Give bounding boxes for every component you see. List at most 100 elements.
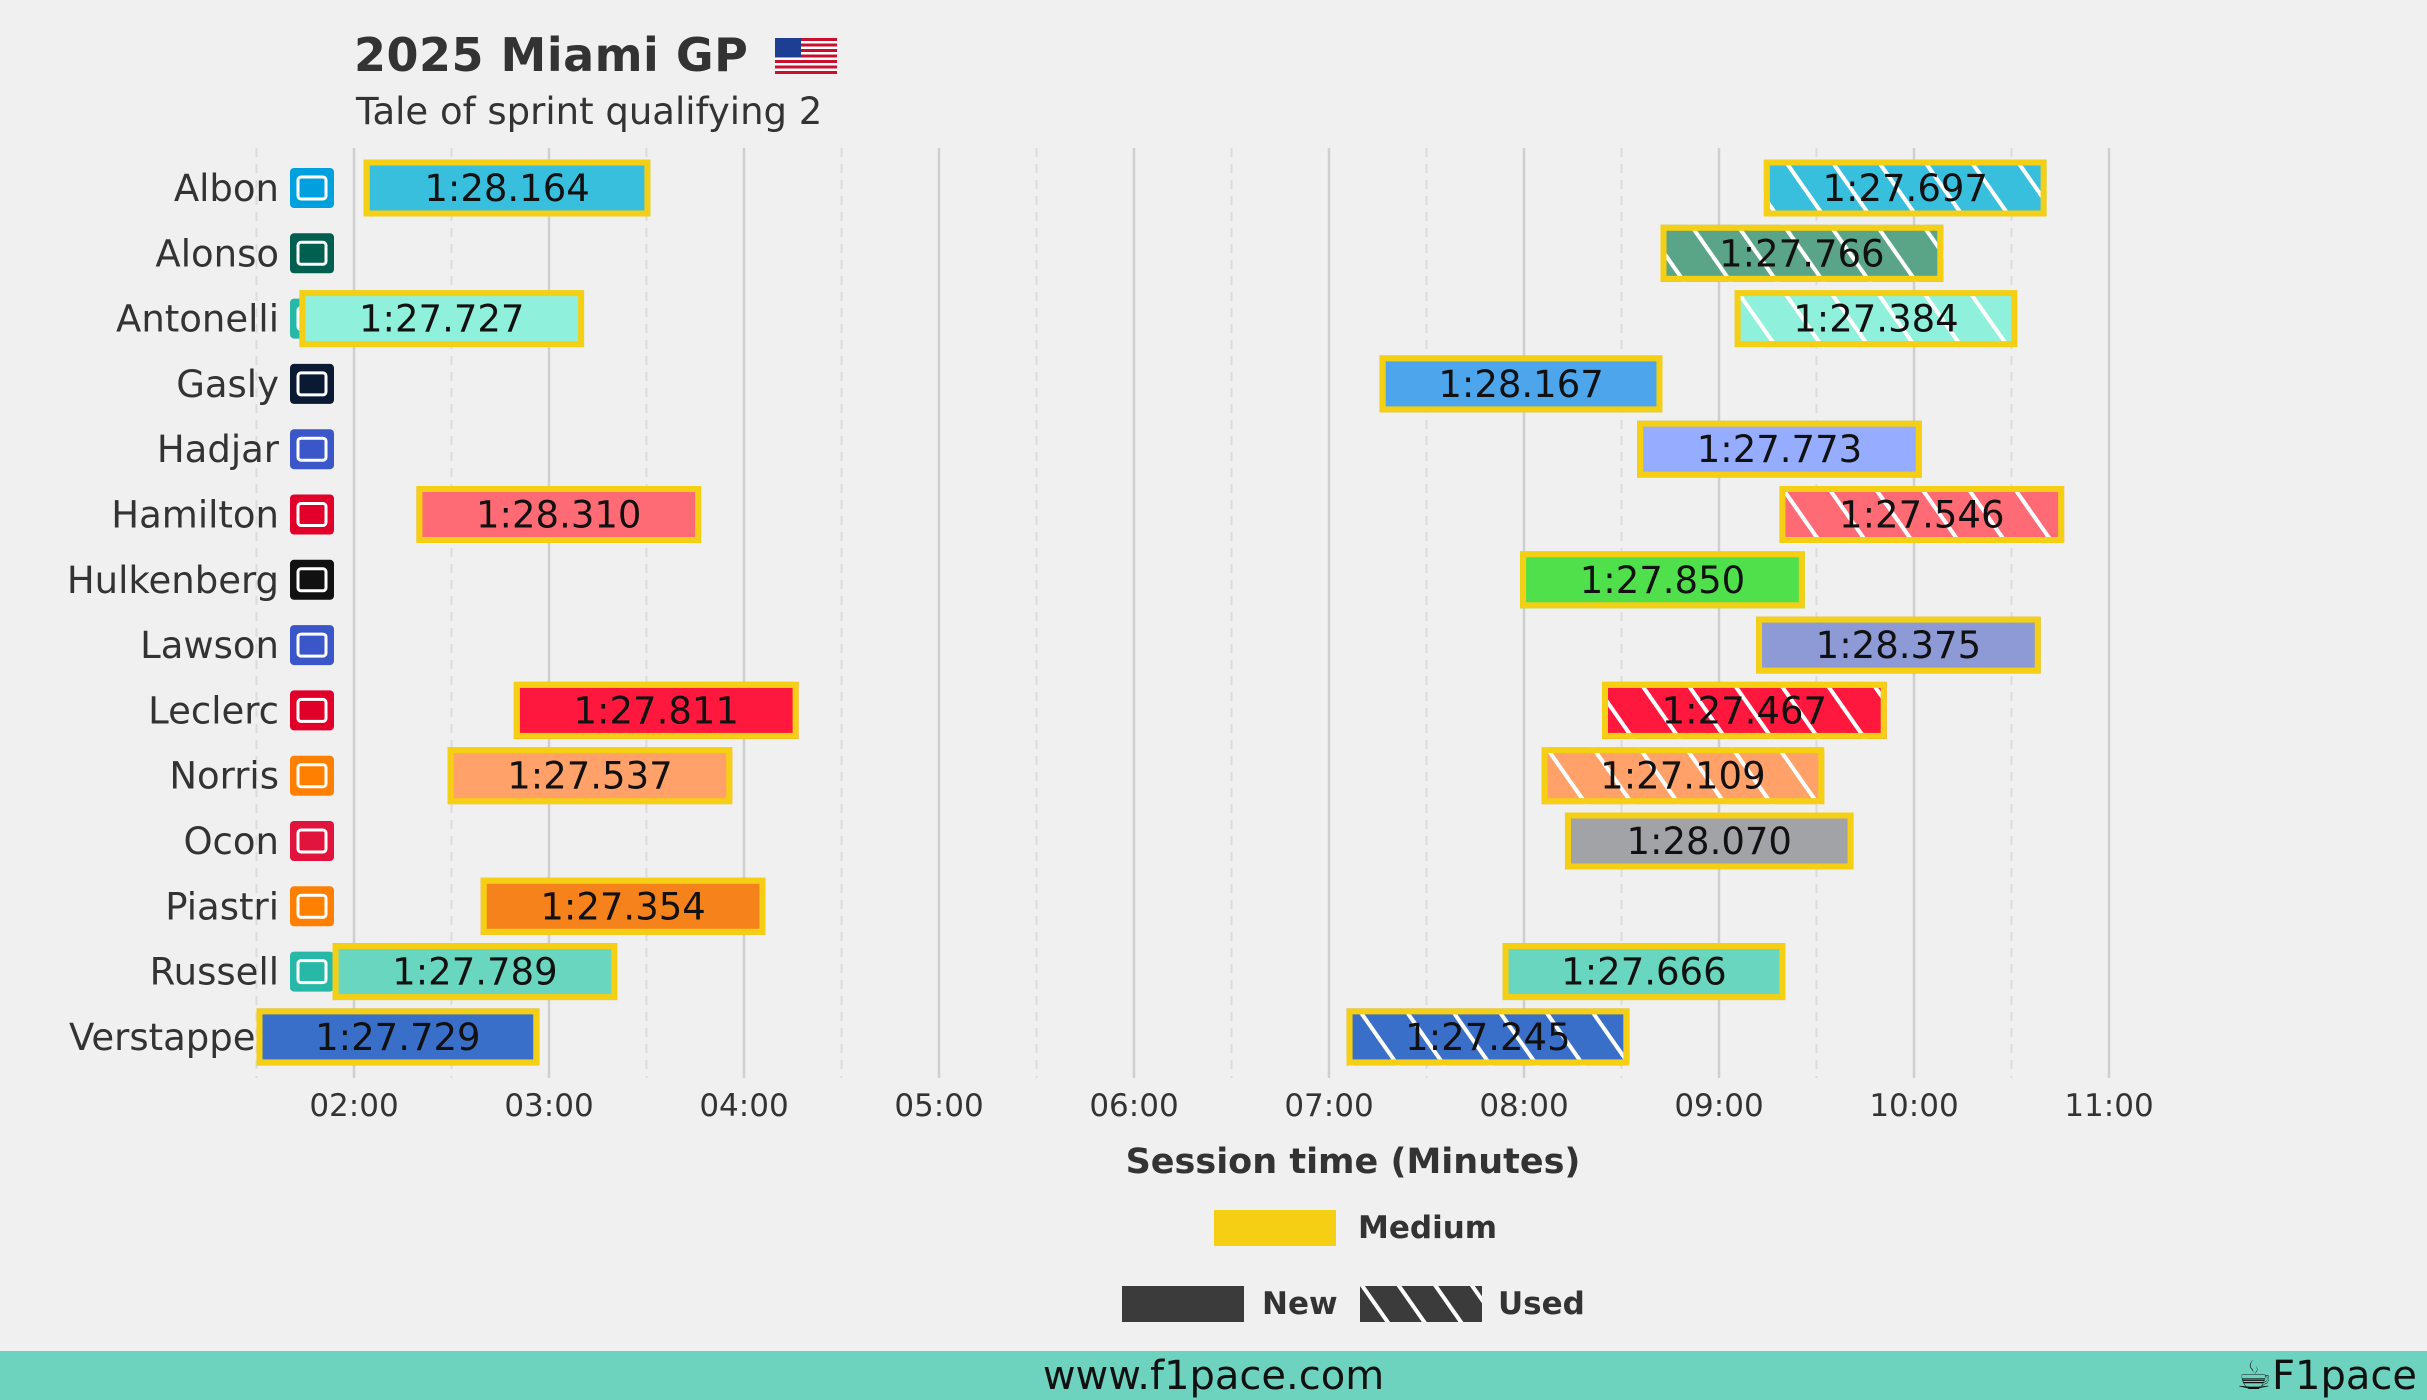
driver-label: Gasly	[176, 363, 279, 406]
lap-time-label: 1:27.245	[1405, 1016, 1570, 1059]
lap-bar-border	[513, 681, 799, 739]
driver-label: Russell	[150, 951, 279, 994]
lap-bar-border	[256, 1008, 540, 1066]
legend-medium-swatch	[1214, 1210, 1336, 1246]
driver-label: Hulkenberg	[67, 559, 279, 602]
lap-bar-border	[299, 290, 585, 348]
team-logo-icon-mark	[296, 436, 328, 462]
lap-bar-border	[1602, 681, 1887, 739]
lap-time-label: 1:27.729	[315, 1016, 480, 1059]
team-logo-icon-mark	[296, 959, 328, 985]
lap-bar	[1564, 812, 1854, 870]
lap-bar-hatch	[1779, 486, 2065, 543]
lap-time-label: 1:27.467	[1662, 689, 1827, 732]
driver-label: Hamilton	[111, 494, 279, 537]
team-logo-icon-mark	[296, 502, 328, 527]
lap-bar-border	[1541, 747, 1825, 805]
legend-new-label: New	[1262, 1286, 1338, 1322]
driver-label: Antonelli	[116, 298, 279, 341]
legend-medium-label: Medium	[1358, 1210, 1498, 1246]
lap-bar-border	[1379, 355, 1663, 413]
driver-label: Lawson	[140, 624, 279, 667]
lap-bar-border	[1763, 159, 2047, 217]
lap-time-label: 1:27.697	[1822, 167, 1987, 210]
x-tick-label: 08:00	[1479, 1088, 1568, 1124]
lap-bar	[416, 486, 702, 543]
lap-time-label: 1:27.766	[1719, 232, 1884, 275]
lap-time-label: 1:27.537	[507, 755, 672, 798]
lap-bar-hatch	[1734, 290, 2018, 348]
footer-brand: ☕F1pace	[2236, 1353, 2417, 1399]
lap-bar	[1379, 355, 1663, 413]
team-logo-icon-mark	[296, 175, 328, 201]
x-tick-label: 04:00	[699, 1088, 788, 1124]
lap-bar	[1502, 943, 1786, 1001]
footer-url[interactable]: www.f1pace.com	[1042, 1353, 1385, 1399]
lap-bar-hatch	[1602, 681, 1887, 739]
lap-bar-border	[1756, 616, 2041, 674]
x-tick-label: 10:00	[1869, 1088, 1958, 1124]
lap-time-label: 1:27.789	[392, 951, 557, 994]
x-tick-label: 09:00	[1674, 1088, 1763, 1124]
x-axis-label: Session time (Minutes)	[1126, 1142, 1581, 1182]
team-logo-icon-mark	[296, 371, 328, 397]
team-logo-icon-mark	[296, 567, 328, 593]
lap-bar-border	[1660, 224, 1944, 282]
lap-bar-hatch	[1763, 159, 2047, 217]
lap-time-label: 1:27.773	[1697, 428, 1862, 471]
lap-time-label: 1:27.811	[574, 689, 739, 732]
lap-bar-border	[1779, 486, 2065, 543]
lap-bar-border	[332, 943, 618, 1001]
lap-bar-border	[1502, 943, 1786, 1001]
team-logo-icon-mark	[296, 893, 328, 919]
lap-bar	[299, 290, 585, 348]
lap-time-label: 1:27.727	[359, 298, 524, 341]
x-tick-label: 05:00	[894, 1088, 983, 1124]
lap-bar	[447, 747, 733, 805]
lap-bar-border	[1520, 551, 1805, 609]
lap-bar-hatch	[1541, 747, 1825, 805]
lap-bar-border	[1564, 812, 1854, 870]
lap-bar	[332, 943, 618, 1001]
legend-used-label: Used	[1498, 1286, 1585, 1322]
footer-bar: www.f1pace.com ☕F1pace	[0, 1351, 2427, 1400]
team-logo-icon-mark	[296, 697, 328, 723]
lap-bar	[1756, 616, 2041, 674]
x-tick-label: 02:00	[309, 1088, 398, 1124]
lap-bar-border	[1734, 290, 2018, 348]
lap-bar	[363, 159, 651, 217]
lap-bar-border	[480, 877, 766, 935]
lap-time-label: 1:27.109	[1600, 755, 1765, 798]
driver-label: Hadjar	[157, 428, 280, 471]
chart-plot: 02:00 03:00 04:00 05:00 06:00 07:00 08:00 09:00…	[67, 148, 2154, 1182]
x-tick-label: 06:00	[1089, 1088, 1178, 1124]
driver-label: Albon	[174, 167, 279, 210]
lap-bar-hatch	[1660, 224, 1944, 282]
lap-time-label: 1:28.310	[476, 494, 641, 537]
lap-bar	[1520, 551, 1805, 609]
chart-subtitle: Tale of sprint qualifying 2	[356, 90, 823, 133]
lap-bar	[480, 877, 766, 935]
lap-bar	[513, 681, 799, 739]
legend-used-swatch	[1360, 1286, 1482, 1322]
lap-bar-border	[416, 486, 702, 543]
driver-label: Norris	[169, 755, 279, 798]
lap-time-label: 1:28.167	[1438, 363, 1603, 406]
lap-bar	[256, 1008, 540, 1066]
cup-icon: ☕	[2236, 1353, 2273, 1399]
lap-bar-border	[447, 747, 733, 805]
lap-bar-border	[1637, 420, 1922, 478]
lap-time-label: 1:27.546	[1839, 494, 2004, 537]
legend-new-swatch	[1122, 1286, 1244, 1322]
x-tick-label: 11:00	[2064, 1088, 2153, 1124]
lap-time-label: 1:27.666	[1561, 951, 1726, 994]
lap-bar-hatch	[1346, 1008, 1630, 1066]
us-flag-icon	[775, 38, 837, 74]
lap-time-label: 1:28.164	[424, 167, 589, 210]
team-logo-icon-mark	[296, 240, 328, 266]
footer-brand-name: F1pace	[2272, 1353, 2417, 1399]
team-logo-icon-mark	[296, 828, 328, 854]
team-logo-icon-mark	[296, 632, 328, 658]
driver-label: Verstappen	[69, 1016, 279, 1059]
